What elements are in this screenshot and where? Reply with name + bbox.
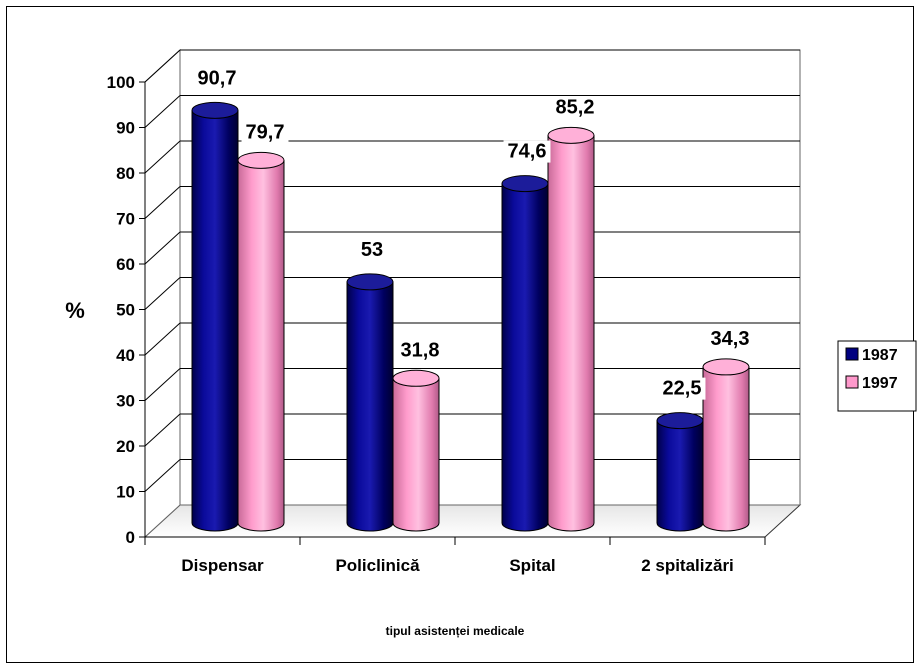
legend-swatch — [845, 347, 859, 361]
data-label-bg — [241, 121, 289, 144]
y-tick-label: 40 — [116, 346, 135, 365]
gridline-side-60 — [144, 231, 181, 265]
bar-1997-2 — [547, 126, 595, 532]
y-tick-label: 80 — [116, 164, 135, 183]
bar-body — [237, 159, 285, 532]
x-category-label: Dispensar — [181, 556, 264, 575]
data-label-bg — [356, 238, 388, 261]
y-tick-label: 10 — [116, 483, 135, 502]
bar-top — [237, 151, 285, 169]
y-tick-label: 0 — [126, 528, 135, 547]
bars — [191, 101, 750, 532]
bar-top — [191, 101, 239, 119]
y-tick-label: 20 — [116, 437, 135, 456]
gridline-side-100 — [144, 49, 181, 83]
data-label: 74,6 — [508, 141, 547, 163]
bar-body — [501, 183, 549, 532]
bar-1987-1 — [346, 273, 394, 532]
data-label: 79,7 — [246, 121, 285, 143]
legend-label: 1997 — [862, 375, 898, 392]
gridline-side-40 — [144, 322, 181, 356]
data-label: 85,2 — [556, 96, 595, 118]
gridline-side-50 — [144, 277, 181, 310]
bar-top — [547, 126, 595, 144]
data-label-bg — [551, 96, 599, 119]
gridline-side-10 — [144, 459, 181, 492]
gridline-side-30 — [144, 368, 181, 401]
data-label: 34,3 — [711, 328, 750, 350]
bar-body — [547, 134, 595, 532]
y-tick-label: 90 — [116, 119, 135, 138]
data-labels: 90,7 53 74,6 22,5 79,7 31,8 85,2 34,3 — [193, 67, 754, 400]
data-label-bg — [396, 339, 444, 362]
x-axis-label: tipul asistenței medicale — [386, 624, 525, 638]
bar-top — [702, 358, 750, 376]
data-label: 53 — [361, 239, 383, 261]
bar-1987-3 — [656, 412, 704, 532]
data-label-bg — [503, 140, 551, 163]
y-tick-labels: 0 10 20 30 40 50 60 70 80 90 100 — [107, 73, 135, 547]
data-label: 31,8 — [401, 339, 440, 361]
y-tick-label: 30 — [116, 392, 135, 411]
data-label-bg — [658, 377, 706, 400]
legend: 1987 1997 — [837, 340, 917, 412]
bar-1987-2 — [501, 175, 549, 532]
bar-top — [501, 175, 549, 193]
bar-body — [702, 366, 750, 532]
gridline-side-90 — [144, 95, 181, 128]
axes — [144, 82, 766, 545]
y-tick-label: 60 — [116, 255, 135, 274]
gridline-side-80 — [144, 140, 181, 174]
x-category-labels: Dispensar Policlinică Spital 2 spitalizări — [181, 556, 733, 575]
legend-label: 1987 — [862, 347, 898, 364]
bar-body — [392, 377, 440, 532]
bar-top — [392, 369, 440, 387]
bar-top — [346, 273, 394, 291]
gridline-side-20 — [144, 413, 181, 447]
bar-1997-0 — [237, 151, 285, 532]
bar-body — [191, 109, 239, 532]
data-label-bg — [706, 327, 754, 350]
x-category-label: 2 spitalizări — [641, 556, 734, 575]
bar-1997-1 — [392, 369, 440, 532]
bar-1997-3 — [702, 358, 750, 532]
bar-1987-0 — [191, 101, 239, 532]
y-tick-label: 100 — [107, 73, 135, 92]
data-label: 22,5 — [663, 378, 702, 400]
bar-body — [346, 281, 394, 532]
data-label: 90,7 — [198, 67, 237, 89]
y-tick-label: 70 — [116, 210, 135, 229]
chart-frame — [6, 6, 914, 663]
data-label-bg — [193, 67, 241, 90]
y-axis-label: % — [65, 298, 85, 323]
gridline-side-70 — [144, 186, 181, 219]
bar-top — [656, 412, 704, 430]
x-category-label: Policlinică — [335, 556, 420, 575]
y-tick-label: 50 — [116, 301, 135, 320]
bar-body — [656, 420, 704, 532]
legend-swatch — [845, 375, 859, 389]
x-category-label: Spital — [509, 556, 555, 575]
